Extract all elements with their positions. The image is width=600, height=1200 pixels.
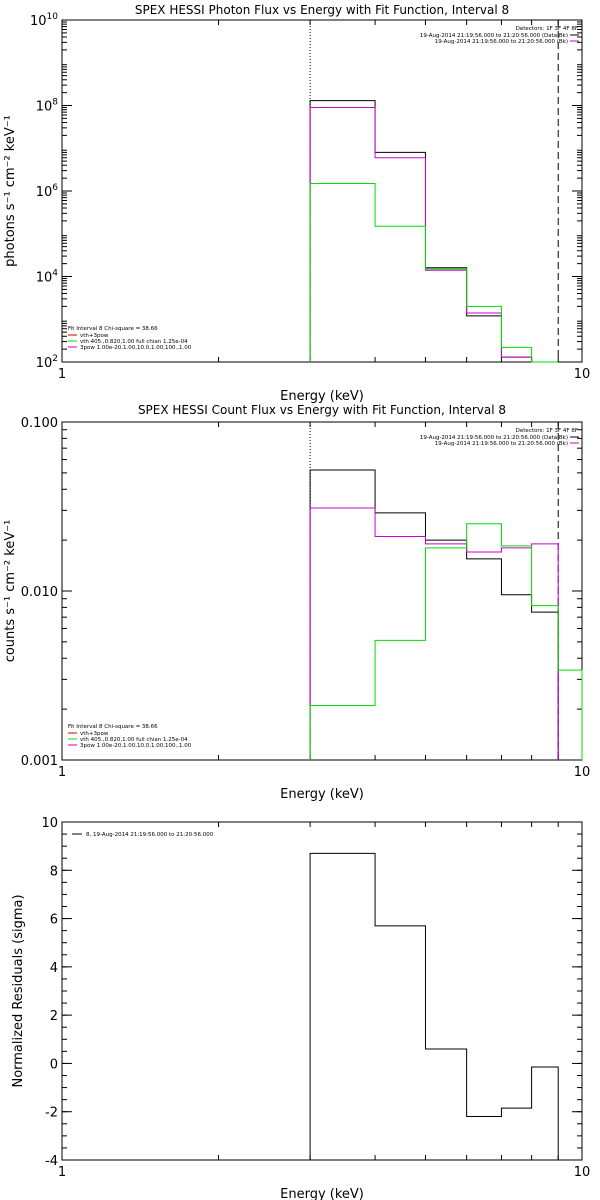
x-tick-label: 1: [58, 765, 66, 780]
x-tick-label: 10: [574, 765, 591, 780]
y-tick-label: 102: [36, 354, 58, 371]
x-tick-label: 1: [58, 367, 66, 382]
y-tick-label: -4: [45, 1154, 58, 1169]
x-axis-label: Energy (keV): [280, 787, 364, 802]
panel-residuals: 1 10 -4 -2 0 2 4 6 8 10 Energy (keV) Normalized Res…: [11, 816, 590, 1200]
series-line-0: [309, 469, 559, 760]
series-line-0: [309, 852, 559, 1160]
legend-entry: vth+3pow: [80, 731, 109, 737]
y-tick-label: 106: [36, 183, 59, 200]
x-axis-label: Energy (keV): [280, 389, 364, 404]
legend-entry: 19-Aug-2014 21:19:56.000 to 21:20:56.000…: [420, 435, 568, 441]
y-tick-label: 4: [50, 961, 58, 976]
chart-title: SPEX HESSI Photon Flux vs Energy with Fi…: [135, 3, 509, 17]
legend-entry: 19-Aug-2014 21:19:56.000 to 21:20:56.000…: [435, 39, 568, 45]
y-axis-label: photons s⁻¹ cm⁻² keV⁻¹: [3, 115, 18, 267]
legend-entry: vth 405.,0.820,1.00 full chian 1.25e-04: [80, 737, 188, 743]
legend-entry: 19-Aug-2014 21:19:56.000 to 21:20:56.000…: [435, 441, 568, 447]
plot-frame: [61, 821, 583, 1161]
y-tick-label: 10: [41, 816, 58, 831]
panel-photon: SPEX HESSI Photon Flux vs Energy with Fi…: [3, 3, 590, 404]
y-tick-label: -2: [45, 1106, 58, 1121]
x-axis-label: Energy (keV): [280, 1187, 364, 1200]
plot-frame: [61, 421, 583, 761]
plot-frame: [61, 19, 583, 363]
x-tick-label: 10: [574, 367, 591, 382]
y-tick-label: 0: [50, 1057, 58, 1072]
legend-header: Detectors: 1F 3F 4F 8F: [516, 26, 578, 32]
y-tick-label: 0.100: [21, 416, 58, 431]
y-tick-label: 0.010: [21, 585, 58, 600]
legend-header: Fit Interval 8 Chi-square = 38.66: [68, 724, 158, 730]
legend-entry: 8, 19-Aug-2014 21:19:56.000 to 21:20:56.…: [86, 832, 214, 838]
legend-entry: 3pow 1.00e-20,1.00,10.0,1.00,100.,1.00: [80, 345, 192, 351]
legend-header: Detectors: 1F 3F 4F 8F: [516, 428, 578, 434]
legend-header: Fit Interval 8 Chi-square = 38.66: [68, 326, 158, 332]
legend-entry: vth+3pow: [80, 333, 109, 339]
series-line-1: [309, 106, 559, 363]
chart-title: SPEX HESSI Count Flux vs Energy with Fit…: [138, 403, 506, 417]
y-tick-label: 1010: [30, 12, 58, 29]
y-axis-label: counts s⁻¹ cm⁻² keV⁻¹: [3, 520, 18, 663]
legend-entry: vth 405.,0.820,1.00 full chian 1.25e-04: [80, 339, 188, 345]
series-line-2: [309, 523, 583, 760]
y-tick-label: 8: [50, 864, 58, 879]
x-tick-label: 1: [58, 1165, 66, 1180]
panel-count: SPEX HESSI Count Flux vs Energy with Fit…: [3, 403, 590, 802]
series-line-2: [309, 182, 559, 363]
series-line-0: [309, 100, 559, 363]
y-tick-label: 0.001: [21, 754, 58, 769]
y-tick-label: 108: [36, 98, 59, 115]
y-tick-label: 104: [36, 269, 59, 286]
y-axis-label: Normalized Residuals (sigma): [11, 894, 26, 1087]
x-tick-label: 10: [574, 1165, 591, 1180]
y-tick-label: 2: [50, 1009, 58, 1024]
legend-entry: 19-Aug-2014 21:19:56.000 to 21:20:56.000…: [420, 33, 568, 39]
y-tick-label: 6: [50, 913, 58, 928]
legend-entry: 3pow 1.00e-20,1.00,10.0,1.00,100.,1.00: [80, 743, 192, 749]
